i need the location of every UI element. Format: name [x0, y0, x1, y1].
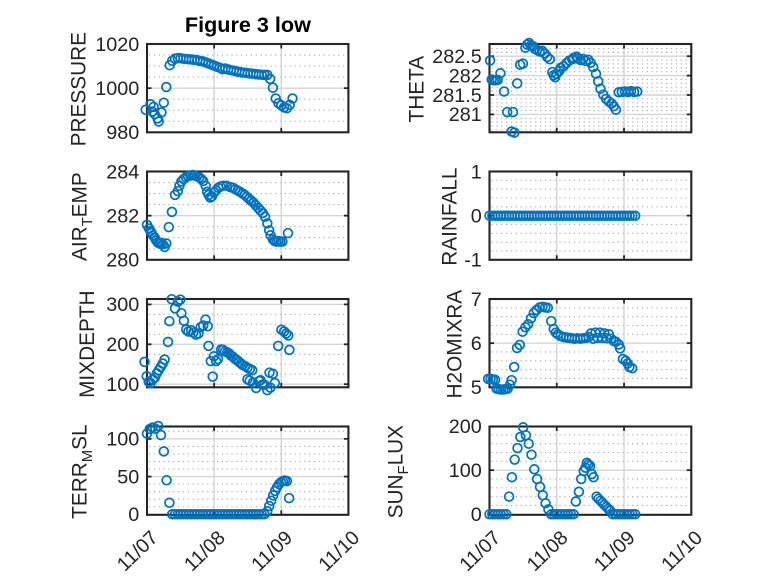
svg-text:100: 100 — [106, 374, 139, 396]
svg-text:281: 281 — [449, 104, 482, 126]
svg-text:MIXDEPTH: MIXDEPTH — [76, 290, 99, 397]
svg-text:H2OMIXRA: H2OMIXRA — [444, 290, 467, 399]
svg-text:281.5: 281.5 — [432, 85, 482, 107]
svg-text:TERRMSL: TERRMSL — [68, 424, 96, 518]
svg-text:5: 5 — [471, 377, 482, 399]
svg-text:100: 100 — [106, 429, 139, 451]
svg-text:AIRTEMP: AIRTEMP — [68, 172, 96, 261]
svg-text:PRESSURE: PRESSURE — [67, 32, 90, 146]
svg-text:1020: 1020 — [95, 34, 139, 56]
svg-text:282.5: 282.5 — [432, 46, 482, 68]
svg-text:50: 50 — [117, 466, 139, 488]
svg-text:200: 200 — [449, 416, 482, 438]
svg-text:THETA: THETA — [406, 56, 429, 123]
svg-text:200: 200 — [106, 334, 139, 356]
svg-text:282: 282 — [449, 65, 482, 87]
svg-text:Figure 3 low: Figure 3 low — [185, 12, 311, 37]
svg-text:7: 7 — [471, 289, 482, 311]
svg-text:6: 6 — [471, 333, 482, 355]
svg-text:1: 1 — [471, 161, 482, 183]
svg-text:284: 284 — [106, 161, 139, 183]
svg-text:1000: 1000 — [95, 78, 139, 100]
svg-text:100: 100 — [449, 460, 482, 482]
svg-text:0: 0 — [128, 504, 139, 526]
svg-text:280: 280 — [106, 250, 139, 272]
svg-text:0: 0 — [471, 504, 482, 526]
svg-text:980: 980 — [106, 122, 139, 144]
svg-text:282: 282 — [106, 205, 139, 227]
svg-text:RAINFALL: RAINFALL — [438, 168, 461, 266]
svg-text:0: 0 — [471, 205, 482, 227]
svg-text:300: 300 — [106, 294, 139, 316]
svg-text:-1: -1 — [464, 250, 482, 272]
